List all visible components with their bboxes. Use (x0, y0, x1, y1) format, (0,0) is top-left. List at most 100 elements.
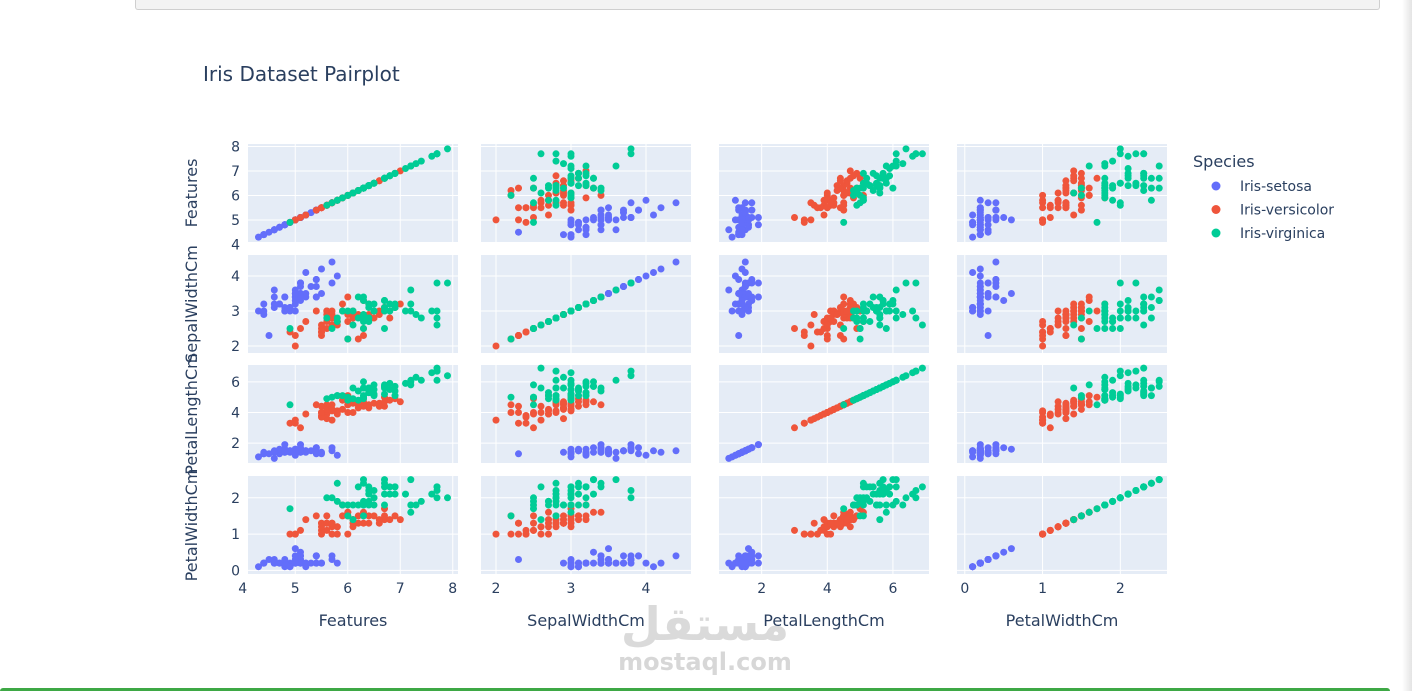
data-point-Iris-setosa (307, 447, 315, 455)
data-point-Iris-setosa (635, 206, 642, 214)
legend-item-Iris-setosa[interactable]: Iris-setosa (1211, 179, 1312, 195)
data-point-Iris-setosa (575, 226, 582, 234)
data-point-Iris-setosa (984, 448, 992, 456)
data-point-Iris-versicolor (291, 419, 299, 427)
data-point-Iris-versicolor (365, 519, 373, 527)
data-point-Iris-setosa (635, 450, 642, 458)
data-point-Iris-virginica (333, 497, 341, 505)
data-point-Iris-versicolor (552, 172, 560, 180)
data-point-Iris-virginica (407, 476, 415, 484)
data-point-Iris-virginica (1155, 286, 1163, 294)
subplot-PetalWidthCm-vs-PetalWidthCm (957, 476, 1167, 574)
data-point-Iris-virginica (333, 392, 341, 400)
data-point-Iris-versicolor (515, 519, 522, 527)
data-point-Iris-versicolor (391, 512, 399, 520)
data-point-Iris-setosa (255, 233, 262, 241)
data-point-Iris-virginica (391, 304, 399, 311)
data-point-Iris-virginica (560, 311, 567, 318)
data-point-Iris-versicolor (1054, 321, 1062, 329)
data-point-Iris-virginica (1140, 182, 1148, 190)
data-point-Iris-virginica (344, 396, 352, 404)
data-point-Iris-virginica (612, 286, 620, 294)
data-point-Iris-virginica (889, 184, 897, 192)
data-point-Iris-versicolor (567, 206, 575, 214)
data-point-Iris-setosa (312, 559, 320, 567)
data-point-Iris-versicolor (349, 523, 357, 531)
data-point-Iris-virginica (360, 479, 367, 487)
data-point-Iris-versicolor (360, 332, 367, 339)
data-point-Iris-versicolor (396, 398, 404, 406)
data-point-Iris-virginica (879, 297, 887, 304)
y-tick-label: 1 (231, 527, 240, 543)
data-point-Iris-virginica (879, 169, 887, 177)
data-point-Iris-virginica (840, 218, 848, 226)
data-point-Iris-setosa (969, 218, 977, 226)
data-point-Iris-virginica (333, 479, 341, 487)
data-point-Iris-setosa (635, 276, 642, 283)
x-tick-label: 3 (567, 581, 576, 597)
data-point-Iris-versicolor (1093, 393, 1101, 401)
data-point-Iris-virginica (859, 194, 867, 202)
data-point-Iris-virginica (1077, 191, 1085, 199)
x-axis-title: SepalWidthCm (527, 611, 645, 630)
data-point-Iris-virginica (530, 497, 537, 505)
x-tick-label: 7 (396, 581, 405, 597)
data-point-Iris-setosa (318, 450, 325, 458)
data-point-Iris-virginica (339, 194, 346, 202)
data-point-Iris-versicolor (597, 508, 605, 516)
data-point-Iris-virginica (433, 321, 441, 329)
data-point-Iris-versicolor (567, 199, 575, 207)
data-point-Iris-setosa (276, 559, 283, 567)
data-point-Iris-virginica (859, 307, 867, 315)
legend-item-Iris-versicolor[interactable]: Iris-versicolor (1211, 203, 1335, 219)
data-point-Iris-virginica (381, 390, 388, 398)
data-point-Iris-setosa (515, 450, 522, 458)
data-point-Iris-versicolor (545, 405, 552, 413)
data-point-Iris-virginica (912, 367, 920, 375)
data-point-Iris-virginica (507, 512, 515, 520)
data-point-Iris-virginica (381, 483, 388, 491)
data-point-Iris-versicolor (328, 416, 336, 424)
data-point-Iris-virginica (545, 318, 552, 325)
data-point-Iris-virginica (876, 189, 884, 197)
data-point-Iris-virginica (537, 516, 545, 524)
data-point-Iris-virginica (381, 476, 388, 484)
data-point-Iris-versicolor (552, 407, 560, 415)
data-point-Iris-versicolor (365, 404, 373, 412)
data-point-Iris-virginica (323, 494, 331, 502)
data-point-Iris-virginica (530, 325, 537, 332)
data-point-Iris-setosa (748, 199, 756, 207)
data-point-Iris-virginica (902, 145, 910, 153)
data-point-Iris-versicolor (530, 204, 537, 212)
data-point-Iris-versicolor (1062, 177, 1070, 185)
data-point-Iris-virginica (1116, 145, 1124, 153)
data-point-Iris-virginica (545, 395, 552, 403)
data-point-Iris-virginica (612, 476, 620, 484)
data-point-Iris-virginica (597, 187, 605, 194)
data-point-Iris-setosa (281, 448, 289, 456)
data-point-Iris-versicolor (833, 404, 841, 412)
data-point-Iris-virginica (582, 172, 590, 180)
data-point-Iris-virginica (349, 501, 357, 509)
legend-item-Iris-virginica[interactable]: Iris-virginica (1211, 226, 1326, 242)
data-point-Iris-versicolor (791, 325, 798, 332)
x-tick-label: 6 (343, 581, 352, 597)
data-point-Iris-virginica (507, 393, 515, 401)
data-point-Iris-virginica (627, 150, 635, 158)
data-point-Iris-virginica (869, 187, 877, 194)
data-point-Iris-versicolor (1093, 174, 1101, 182)
legend-title: Species (1193, 152, 1255, 171)
data-point-Iris-virginica (1140, 307, 1148, 315)
data-point-Iris-versicolor (323, 512, 331, 520)
data-point-Iris-virginica (863, 179, 871, 187)
data-point-Iris-virginica (1116, 279, 1124, 287)
data-point-Iris-virginica (590, 382, 597, 390)
data-point-Iris-virginica (850, 501, 857, 509)
data-point-Iris-versicolor (386, 314, 394, 322)
data-point-Iris-virginica (344, 512, 352, 520)
data-point-Iris-virginica (912, 494, 920, 502)
data-point-Iris-setosa (567, 221, 575, 229)
data-point-Iris-virginica (1077, 314, 1085, 322)
x-tick-label: 4 (823, 581, 832, 597)
data-point-Iris-virginica (444, 279, 451, 287)
